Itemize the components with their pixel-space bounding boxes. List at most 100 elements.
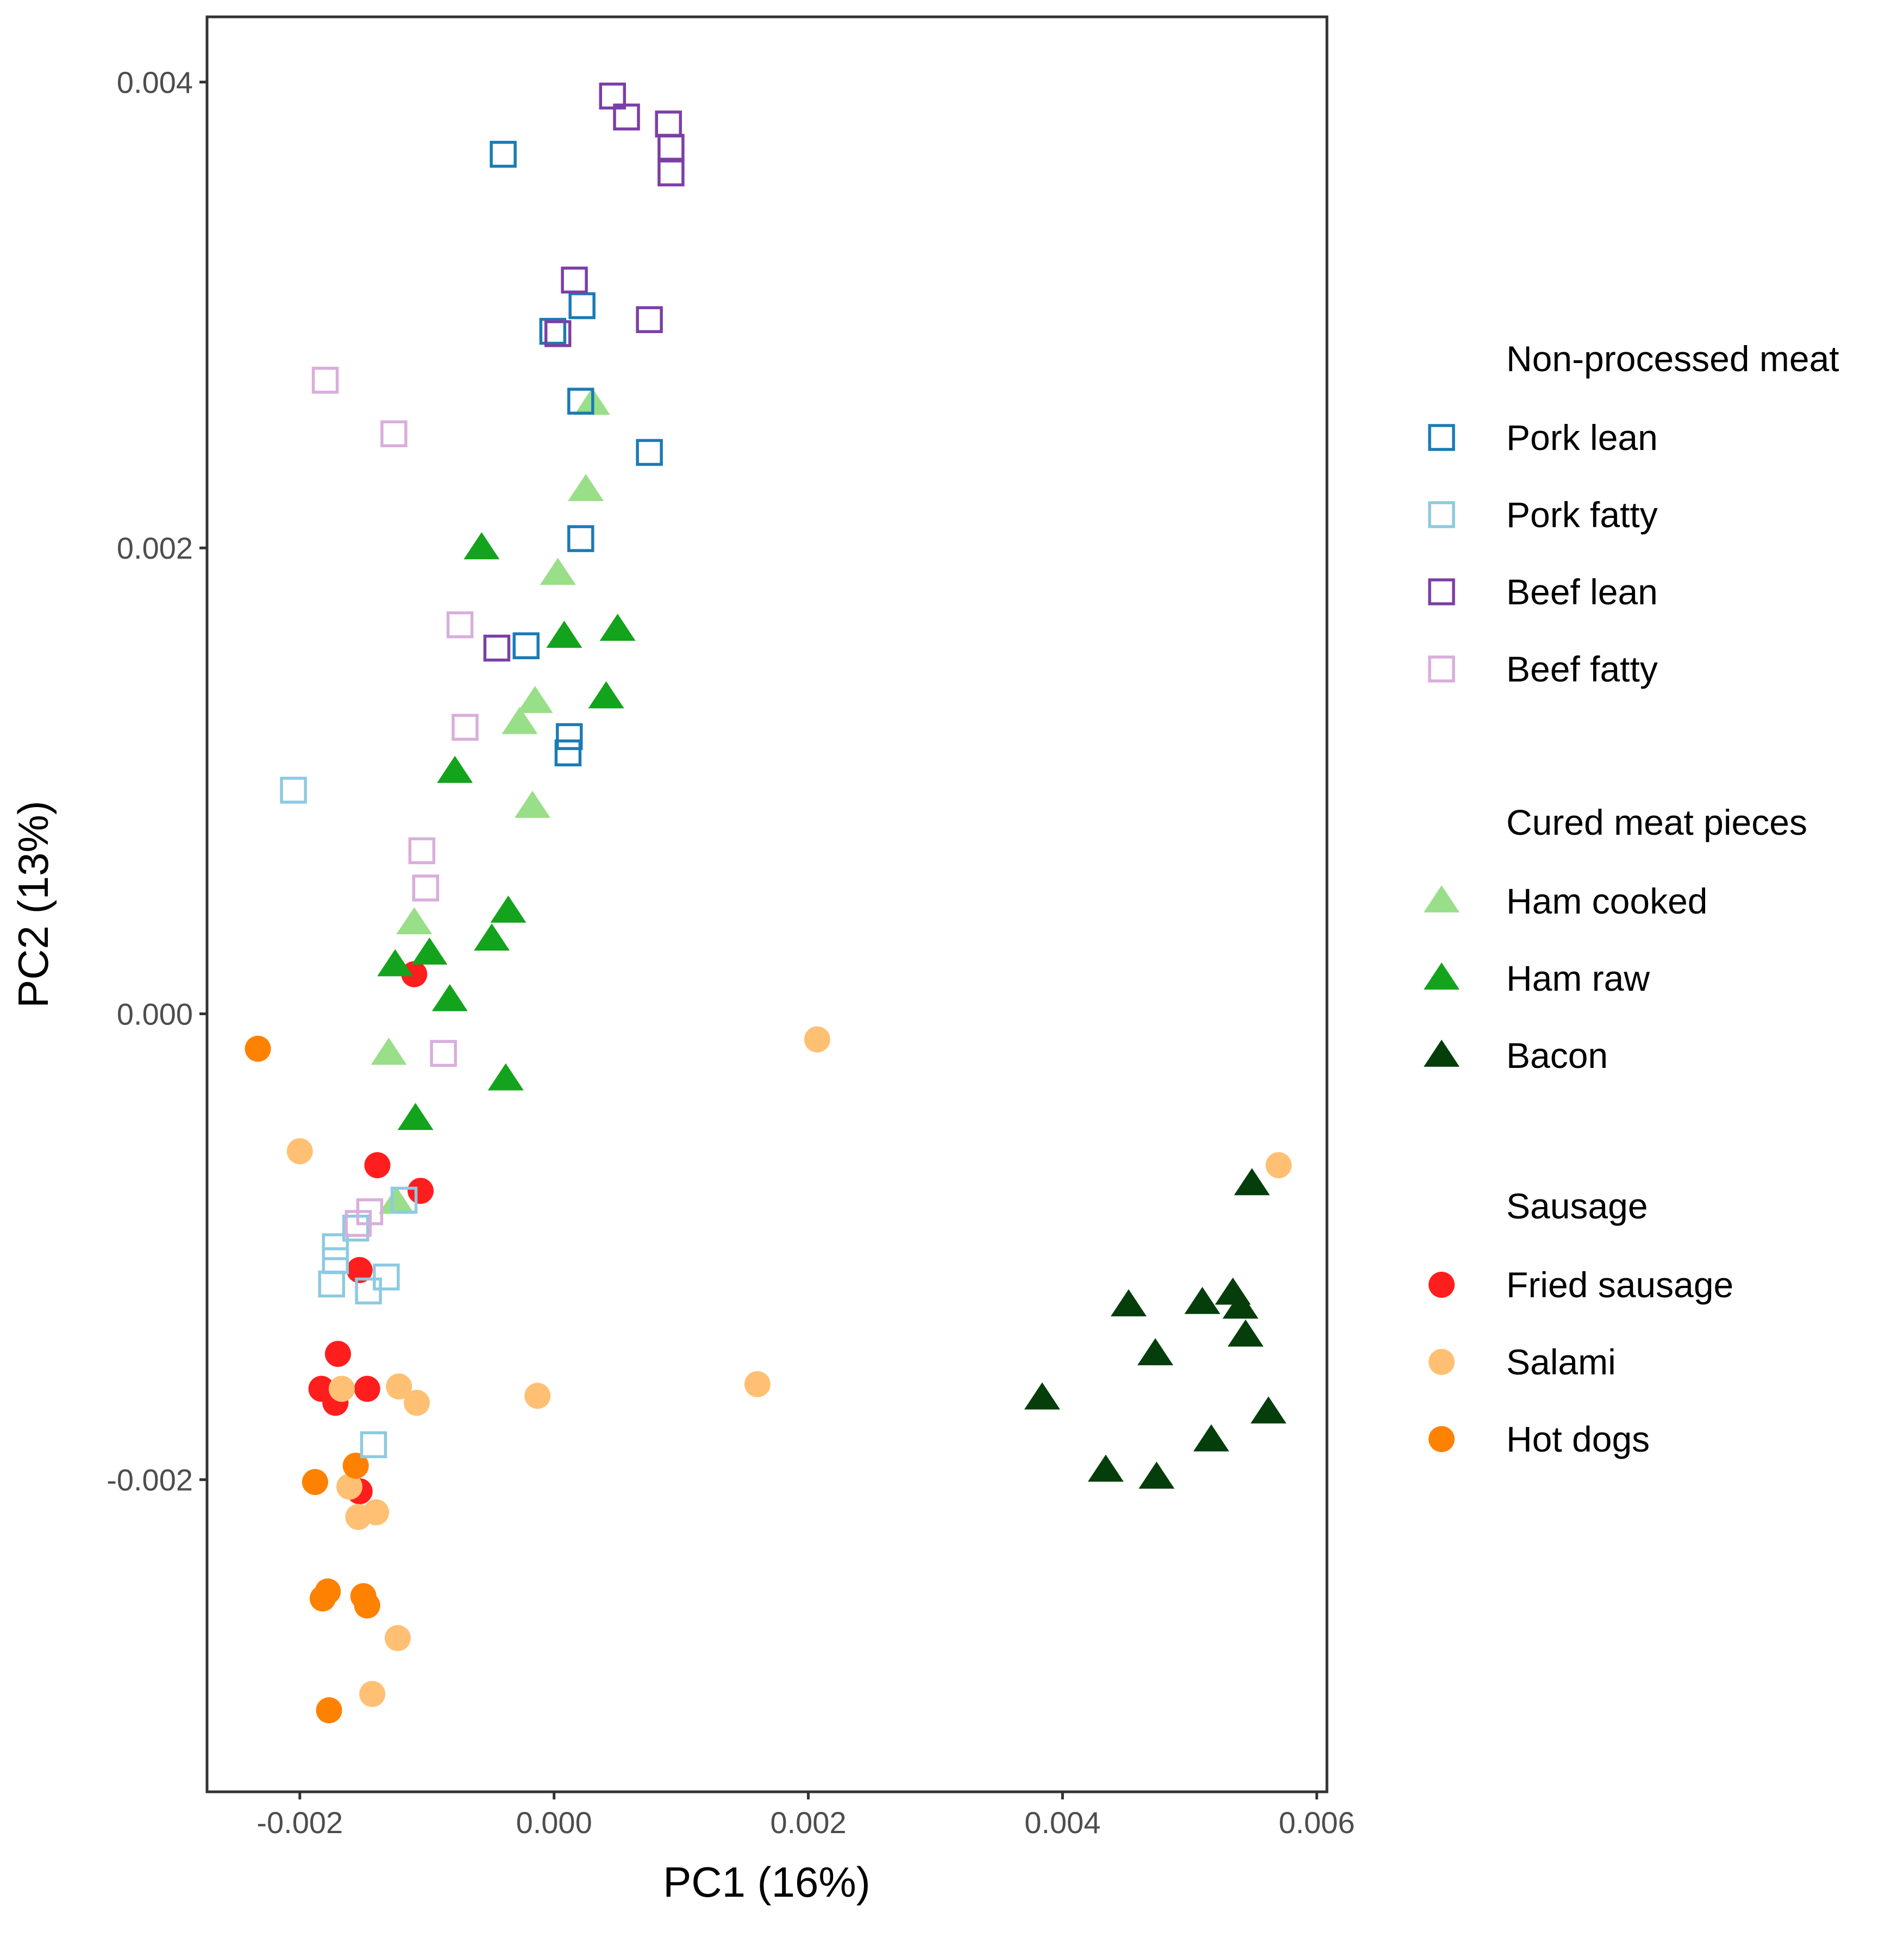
point-bacon: [1233, 1168, 1270, 1196]
point-beef-fatty: [345, 1210, 372, 1237]
point-beef-lean: [544, 320, 572, 347]
point-bacon: [1222, 1291, 1258, 1319]
point-salami: [336, 1473, 363, 1500]
point-salami: [744, 1371, 771, 1397]
point-beef-lean: [657, 134, 685, 161]
point-pork-lean: [539, 317, 567, 345]
point-ham-cooked: [568, 474, 604, 501]
point-ham-raw: [490, 895, 527, 923]
point-beef-lean: [657, 159, 685, 186]
point-hot-dogs: [354, 1592, 380, 1619]
point-pork-fatty: [342, 1215, 369, 1242]
x-tick-label: -0.002: [256, 1805, 343, 1840]
point-salami: [384, 1625, 411, 1652]
legend-key-fried-sausage: [1429, 1272, 1455, 1298]
point-fried-sausage: [408, 1178, 434, 1204]
legend-label-ham-raw: Ham raw: [1506, 958, 1650, 998]
x-axis-title: PC1 (16%): [663, 1858, 870, 1906]
point-beef-lean: [636, 306, 663, 333]
plot-panel-border: [205, 15, 1329, 1793]
point-salami: [1266, 1152, 1292, 1179]
point-hot-dogs: [309, 1585, 336, 1612]
legend-group-title: Cured meat pieces: [1506, 802, 1807, 842]
legend-key-hot-dogs: [1429, 1426, 1455, 1452]
point-pork-fatty: [360, 1431, 387, 1459]
point-ham-raw: [437, 755, 473, 783]
legend-label-pork-lean: Pork lean: [1506, 417, 1658, 458]
point-ham-raw: [474, 923, 510, 951]
point-pork-lean: [555, 723, 583, 751]
point-fried-sausage: [346, 1256, 373, 1283]
point-salami: [524, 1383, 551, 1409]
point-pork-lean: [490, 141, 517, 168]
point-bacon: [1193, 1424, 1230, 1452]
point-ham-raw: [431, 984, 468, 1011]
point-hot-dogs: [316, 1697, 342, 1723]
y-tick-label: 0.000: [117, 997, 193, 1031]
point-salami: [286, 1138, 313, 1165]
legend-label-beef-lean: Beef lean: [1506, 572, 1658, 612]
point-bacon: [1138, 1461, 1175, 1489]
legend-key-pork-lean: [1428, 424, 1455, 451]
legend: Non-processed meat Pork lean Pork fatty Bee…: [1424, 339, 1839, 1459]
y-tick-label: 0.004: [117, 65, 193, 99]
point-hot-dogs: [302, 1468, 328, 1495]
legend-key-ham-cooked: [1424, 885, 1460, 912]
point-ham-raw: [411, 937, 448, 965]
point-pork-fatty: [318, 1270, 346, 1298]
point-bacon: [1111, 1289, 1147, 1317]
point-pork-lean: [567, 525, 594, 552]
point-salami: [363, 1499, 390, 1526]
legend-key-ham-raw: [1424, 962, 1460, 990]
point-pork-fatty: [390, 1186, 418, 1214]
point-fried-sausage: [354, 1376, 380, 1402]
legend-key-salami: [1429, 1349, 1455, 1375]
point-pork-lean: [554, 739, 582, 767]
x-tick-label: 0.006: [1279, 1805, 1355, 1840]
point-beef-lean: [483, 634, 511, 662]
legend-key-beef-fatty: [1428, 655, 1455, 683]
x-tick-label: 0.002: [770, 1805, 846, 1840]
legend-label-pork-fatty: Pork fatty: [1506, 495, 1658, 535]
point-ham-cooked: [396, 907, 433, 935]
point-bacon: [1024, 1382, 1060, 1410]
point-pork-lean: [636, 439, 663, 466]
point-beef-fatty: [446, 611, 474, 639]
legend-group-title: Sausage: [1506, 1186, 1648, 1226]
data-points: [245, 82, 1292, 1723]
point-beef-fatty: [452, 714, 479, 741]
point-salami: [328, 1376, 355, 1402]
point-ham-cooked: [517, 686, 553, 713]
legend-label-fried-sausage: Fried sausage: [1506, 1265, 1733, 1305]
point-ham-raw: [546, 621, 583, 648]
point-bacon: [1184, 1286, 1220, 1314]
point-salami: [403, 1390, 430, 1416]
point-ham-raw: [487, 1063, 524, 1091]
point-beef-fatty: [408, 837, 436, 865]
point-ham-raw: [377, 949, 414, 977]
point-fried-sausage: [401, 961, 428, 987]
point-ham-raw: [397, 1103, 434, 1130]
point-beef-lean: [613, 103, 640, 131]
y-axis-tick-labels: -0.002 0.000 0.002 0.004: [107, 65, 193, 1497]
legend-key-bacon: [1424, 1040, 1460, 1067]
point-salami: [804, 1026, 830, 1053]
point-beef-fatty: [430, 1040, 457, 1067]
point-bacon: [1087, 1454, 1124, 1482]
x-axis-tick-labels: -0.002 0.000 0.002 0.004 0.006: [256, 1805, 1355, 1840]
point-salami: [359, 1680, 386, 1707]
point-fried-sausage: [364, 1152, 391, 1179]
point-ham-raw: [588, 681, 624, 709]
point-ham-raw: [464, 532, 500, 560]
legend-label-beef-fatty: Beef fatty: [1506, 649, 1658, 689]
point-bacon: [1227, 1319, 1264, 1347]
legend-key-pork-fatty: [1428, 501, 1455, 528]
point-bacon: [1137, 1338, 1174, 1366]
point-beef-lean: [599, 82, 627, 110]
point-ham-cooked: [378, 1186, 415, 1214]
point-beef-fatty: [412, 874, 440, 902]
point-fried-sausage: [324, 1341, 351, 1367]
legend-group-title: Non-processed meat: [1506, 339, 1839, 379]
